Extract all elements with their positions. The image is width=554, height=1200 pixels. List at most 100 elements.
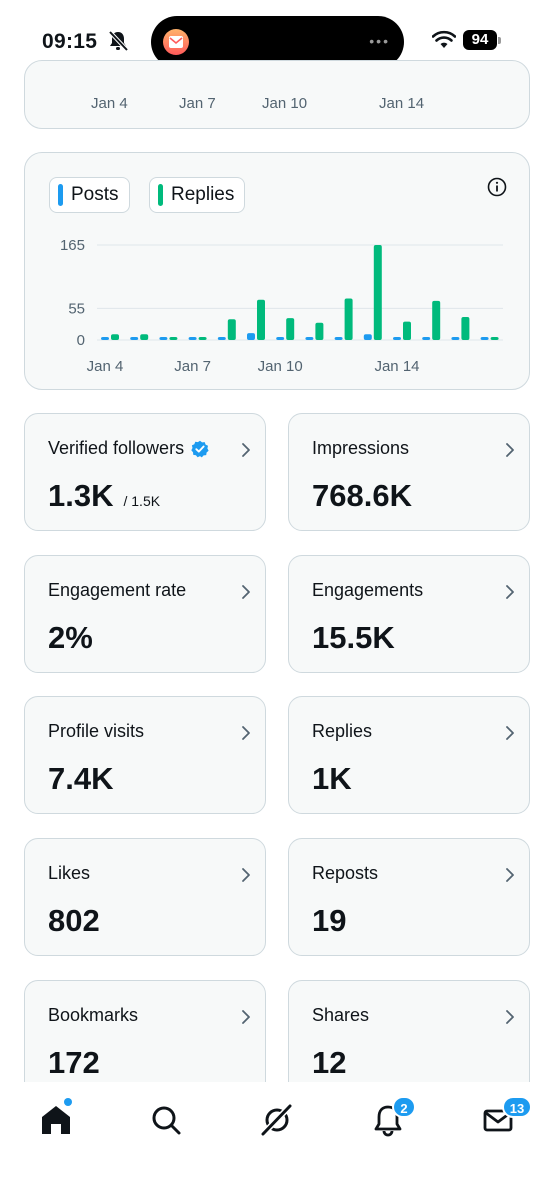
chevron-right-icon — [242, 1010, 250, 1024]
bar-replies-jan-5[interactable] — [140, 334, 149, 340]
metric-value: 768.6K — [312, 478, 412, 513]
posts-swatch — [58, 184, 63, 206]
metric-label: Engagements — [312, 580, 424, 600]
legend-posts[interactable]: Posts — [49, 177, 130, 213]
metric-value: 2% — [48, 620, 93, 655]
legend-label: Posts — [71, 184, 119, 205]
metric-value: 12 — [312, 1045, 347, 1080]
metric-label-row: Verified followers — [48, 438, 209, 459]
chevron-right-icon — [242, 868, 250, 882]
metric-label: Bookmarks — [48, 1005, 139, 1025]
home-icon — [42, 1106, 70, 1134]
bar-posts-jan-5[interactable] — [130, 337, 139, 340]
metric-value: 1K — [312, 761, 352, 796]
chevron-right-icon — [242, 726, 250, 740]
chevron-right-icon — [506, 868, 514, 882]
chevron-right-icon — [506, 726, 514, 740]
bottom-tab-bar: 2 13 — [0, 1082, 554, 1200]
search-icon — [152, 1106, 181, 1135]
y-tick-label: 0 — [77, 332, 85, 349]
bar-posts-jan-9[interactable] — [247, 333, 255, 340]
bar-replies-jan-10[interactable] — [286, 318, 295, 340]
notifications-badge: 2 — [392, 1096, 416, 1118]
bar-posts-jan-10[interactable] — [276, 337, 285, 340]
metric-engagement-rate[interactable]: Engagement rate 2% — [24, 555, 266, 673]
metric-bookmarks[interactable]: Bookmarks 172 — [24, 980, 266, 1098]
wifi-icon — [432, 30, 456, 48]
metric-value: 172 — [48, 1045, 100, 1080]
status-time: 09:15 — [42, 30, 98, 53]
more-dots-icon: ••• — [369, 33, 390, 49]
bar-posts-jan-6[interactable] — [159, 337, 168, 340]
x-tick-label: Jan 14 — [374, 358, 419, 375]
nav-notifications[interactable]: 2 — [368, 1096, 416, 1140]
metric-engagements[interactable]: Engagements 15.5K — [288, 555, 530, 673]
metric-likes[interactable]: Likes 802 — [24, 838, 266, 956]
bar-posts-jan-8[interactable] — [217, 337, 226, 340]
legend-label: Replies — [171, 184, 235, 205]
grok-icon — [260, 1103, 293, 1137]
dynamic-island[interactable]: ••• — [151, 16, 404, 68]
bar-replies-jan-6[interactable] — [169, 337, 178, 340]
bar-replies-jan-14[interactable] — [403, 321, 411, 340]
chevron-right-icon — [242, 443, 250, 457]
metric-value: 19 — [312, 903, 347, 938]
bar-replies-jan-8[interactable] — [227, 319, 236, 340]
metric-replies[interactable]: Replies 1K — [288, 696, 530, 814]
bar-replies-jan-4[interactable] — [111, 334, 119, 340]
metric-label: Replies — [312, 721, 373, 741]
metric-value: 7.4K — [48, 761, 114, 796]
metric-shares[interactable]: Shares 12 — [288, 980, 530, 1098]
bar-posts-jan-7[interactable] — [188, 337, 197, 340]
metric-label: Likes — [48, 863, 91, 883]
bar-replies-jan-12[interactable] — [344, 298, 353, 340]
bar-posts-jan-13[interactable] — [363, 334, 372, 340]
metric-label: Profile visits — [48, 721, 145, 741]
info-icon[interactable] — [487, 177, 507, 197]
bar-posts-jan-16[interactable] — [451, 337, 460, 340]
bar-replies-jan-17[interactable] — [490, 337, 499, 340]
bar-replies-jan-13[interactable] — [373, 245, 382, 340]
bar-replies-jan-15[interactable] — [432, 300, 441, 340]
x-tick-label: Jan 4 — [87, 358, 124, 375]
metric-impressions[interactable]: Impressions 768.6K — [288, 413, 530, 531]
chevron-right-icon — [506, 1010, 514, 1024]
legend-replies[interactable]: Replies — [149, 177, 246, 213]
bar-replies-jan-16[interactable] — [461, 316, 470, 340]
bar-replies-jan-9[interactable] — [257, 299, 265, 340]
metric-label: Engagement rate — [48, 580, 187, 600]
metric-subvalue: / 1.5K — [123, 493, 161, 509]
home-unread-dot — [64, 1098, 72, 1106]
metric-reposts[interactable]: Reposts 19 — [288, 838, 530, 956]
metric-value: 802 — [48, 903, 100, 938]
metric-label: Shares — [312, 1005, 370, 1025]
x-tick-label: Jan 10 — [258, 358, 303, 375]
metric-label: Verified followers — [48, 438, 185, 458]
bar-posts-jan-15[interactable] — [422, 337, 431, 340]
bar-posts-jan-12[interactable] — [334, 337, 343, 340]
nav-search[interactable] — [146, 1100, 186, 1140]
bar-posts-jan-17[interactable] — [480, 337, 489, 340]
bar-replies-jan-11[interactable] — [315, 322, 324, 340]
bar-posts-jan-11[interactable] — [305, 337, 314, 340]
posts-replies-chart-card: Posts Replies 0 55 165 Jan 4 Jan 7 Jan 10 Jan … — [24, 152, 530, 390]
nav-messages[interactable]: 13 — [478, 1096, 532, 1140]
nav-grok[interactable] — [257, 1100, 297, 1140]
nav-home[interactable] — [36, 1098, 76, 1140]
verified-badge-icon — [191, 440, 209, 457]
metric-value: 15.5K — [312, 620, 395, 655]
x-tick-label: Jan 7 — [179, 95, 216, 112]
messages-badge: 13 — [502, 1096, 532, 1118]
bar-chart: 0 55 165 Jan 4 Jan 7 Jan 10 Jan 14 — [60, 237, 503, 375]
metric-label: Reposts — [312, 863, 379, 883]
bar-posts-jan-4[interactable] — [101, 337, 109, 340]
x-tick-label: Jan 7 — [174, 358, 211, 375]
x-tick-label: Jan 4 — [91, 95, 128, 112]
bar-replies-jan-7[interactable] — [198, 337, 207, 340]
metric-profile-visits[interactable]: Profile visits 7.4K — [24, 696, 266, 814]
mail-app-icon — [163, 29, 189, 55]
y-tick-label: 165 — [60, 237, 85, 254]
metric-value: 1.3K — [48, 478, 114, 513]
bar-posts-jan-14[interactable] — [393, 337, 401, 340]
metric-verified-followers[interactable]: Verified followers 1.3K / 1.5K — [24, 413, 266, 531]
